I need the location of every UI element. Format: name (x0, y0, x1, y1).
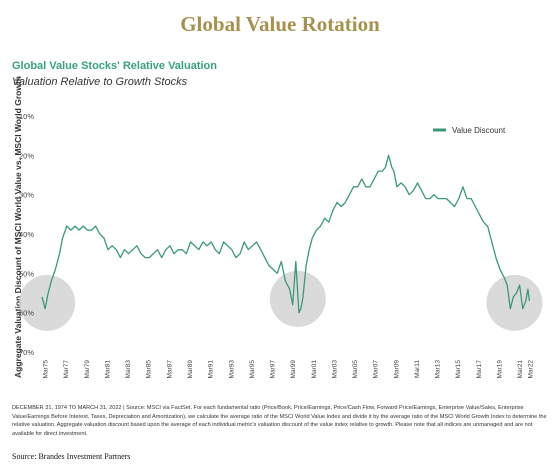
page-title: Global Value Rotation (180, 12, 380, 36)
x-tick-label: Mar77 (63, 360, 70, 379)
x-tick-label: Mar09 (393, 360, 400, 379)
highlight-circles (19, 270, 543, 331)
y-tick-label: 60% (19, 309, 34, 318)
y-tick-label: 10% (19, 112, 34, 121)
source-note: Source: Brandes Investment Partners (12, 452, 131, 461)
x-tick-label: Mar07 (373, 360, 380, 379)
x-tick-label: Mar87 (166, 360, 173, 379)
highlight-circle (486, 274, 543, 331)
x-tick-label: Mar97 (270, 360, 277, 379)
x-tick-label: Mar99 (290, 360, 297, 379)
highlight-circle (19, 274, 76, 331)
x-tick-label: Mar11 (414, 360, 421, 378)
legend: Value Discount (433, 126, 506, 135)
x-tick-label: Mar13 (435, 360, 442, 379)
footnote: DECEMBER 31, 1974 TO MARCH 31, 2022 | So… (12, 405, 547, 437)
x-tick-label: Mar81 (104, 360, 111, 379)
x-tick-label: Mar83 (125, 360, 132, 379)
x-tick-label: Mar89 (187, 360, 194, 379)
x-tick-label: Mar95 (249, 360, 256, 379)
y-tick-label: 40% (19, 230, 34, 239)
y-tick-label: 50% (19, 269, 34, 278)
axis-ticks: 10% 20% 30% 40% 50% 60% 70% Mar75 Mar77 Mar79 Mar8… (19, 112, 534, 378)
x-tick-label: Mar22 (527, 360, 534, 379)
y-tick-label: 70% (19, 348, 34, 357)
x-tick-label: Mar21 (517, 360, 524, 379)
chart-title: Global Value Stocks' Relative Valuation (12, 60, 217, 72)
x-tick-label: Mar85 (146, 360, 153, 379)
y-tick-label: 20% (19, 151, 34, 160)
x-tick-label: Mar19 (496, 360, 503, 379)
chart-subtitle: Valuation Relative to Growth Stocks (12, 76, 188, 88)
x-tick-label: Mar01 (311, 360, 318, 379)
x-tick-label: Mar93 (228, 360, 235, 379)
x-tick-label: Mar75 (43, 360, 50, 379)
x-tick-label: Mar15 (455, 360, 462, 379)
x-tick-label: Mar17 (476, 360, 483, 379)
x-tick-label: Mar05 (352, 360, 359, 379)
series-line-value-discount (41, 154, 531, 314)
chart-plot: 10% 20% 30% 40% 50% 60% 70% Mar75 Mar77 Mar79 Mar8… (19, 112, 543, 378)
x-tick-label: Mar79 (84, 360, 91, 379)
x-tick-label: Mar91 (208, 360, 215, 379)
y-tick-label: 30% (19, 191, 34, 200)
legend-label: Value Discount (452, 126, 506, 135)
x-tick-label: Mar03 (331, 360, 338, 379)
